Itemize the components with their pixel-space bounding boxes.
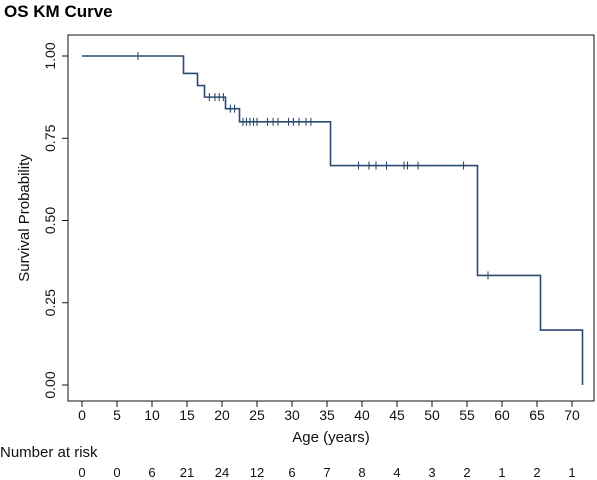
y-tick-label: 0.25 [42,289,58,316]
chart-title: OS KM Curve [4,2,113,21]
risk-count: 3 [428,465,435,480]
x-tick-label: 35 [319,407,335,423]
x-axis: 0 5 10 15 20 25 30 35 40 45 50 55 60 65 70 [78,401,580,423]
risk-count: 6 [148,465,155,480]
risk-count: 7 [323,465,330,480]
x-tick-label: 60 [494,407,510,423]
x-tick-label: 55 [459,407,475,423]
y-axis-label: Survival Probability [16,154,33,282]
x-tick-label: 20 [214,407,230,423]
plot-frame [67,34,595,402]
risk-count: 1 [568,465,575,480]
risk-count: 21 [180,465,194,480]
risk-count: 2 [533,465,540,480]
y-axis: 0.00 0.25 0.50 0.75 1.00 [42,42,68,399]
risk-count: 4 [393,465,400,480]
risk-count: 2 [463,465,470,480]
x-tick-label: 40 [354,407,370,423]
x-tick-label: 30 [284,407,300,423]
y-tick-label: 0.00 [42,371,58,398]
risk-count: 0 [113,465,120,480]
x-tick-label: 0 [78,407,86,423]
x-tick-label: 5 [113,407,121,423]
risk-table-title: Number at risk [0,444,98,461]
x-tick-label: 50 [424,407,440,423]
risk-count: 6 [288,465,295,480]
series-layer [82,52,584,385]
y-tick-label: 0.50 [42,207,58,234]
y-tick-label: 1.00 [42,42,58,69]
survival-curve [82,55,584,385]
x-axis-label: Age (years) [292,429,370,446]
x-tick-label: 15 [179,407,195,423]
x-tick-label: 45 [389,407,405,423]
x-tick-label: 65 [529,407,545,423]
x-tick-label: 25 [249,407,265,423]
y-tick-label: 0.75 [42,124,58,151]
x-tick-label: 70 [564,407,580,423]
risk-count: 1 [498,465,505,480]
risk-count: 24 [215,465,229,480]
x-tick-label: 10 [144,407,160,423]
risk-count: 0 [78,465,85,480]
risk-table: 0 0 6 21 24 12 6 7 8 4 3 2 1 2 1 [78,465,575,480]
risk-count: 12 [250,465,264,480]
risk-count: 8 [358,465,365,480]
